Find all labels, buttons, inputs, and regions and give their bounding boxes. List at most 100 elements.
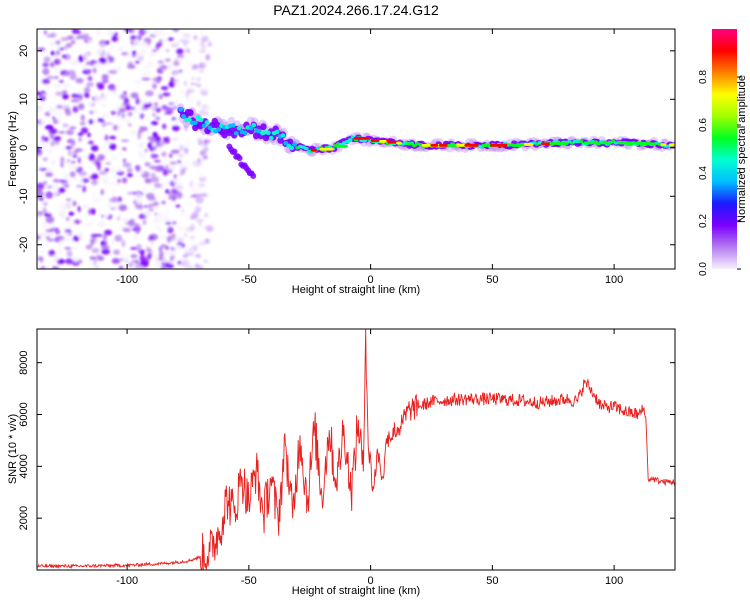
noise-blob [58, 79, 65, 84]
noise-blob [162, 136, 168, 143]
noise-blob [183, 147, 189, 154]
noise-blob [111, 36, 119, 42]
noise-blob [52, 254, 59, 262]
noise-blob [176, 191, 183, 199]
noise-blob [190, 188, 198, 193]
noise-blob [69, 61, 79, 66]
noise-blob [54, 44, 62, 50]
noise-blob [44, 111, 51, 117]
noise-blob [161, 92, 171, 97]
noise-blob [142, 66, 151, 70]
noise-blob [104, 229, 113, 236]
ridge-core [233, 130, 239, 136]
ridge-core [268, 135, 274, 141]
noise-blob [51, 266, 60, 269]
noise-blob [49, 250, 56, 255]
noise-blob [64, 70, 70, 77]
noise-blob [197, 158, 202, 163]
noise-blob [107, 183, 116, 186]
noise-blob [38, 250, 46, 253]
noise-blob [82, 33, 90, 37]
noise-blob [98, 57, 107, 64]
noise-blob [139, 102, 144, 110]
noise-blob [83, 92, 90, 98]
noise-blob [43, 202, 48, 206]
noise-blob [180, 209, 185, 213]
noise-blob [172, 41, 178, 46]
noise-blob [181, 152, 185, 160]
noise-blob [76, 179, 84, 183]
noise-blob [167, 37, 175, 42]
noise-blob [158, 39, 163, 43]
noise-blob [95, 160, 101, 167]
noise-blob [176, 186, 185, 191]
noise-blob [51, 183, 60, 191]
noise-blob [169, 249, 177, 257]
noise-blob [44, 137, 50, 142]
noise-blob [55, 117, 63, 120]
spectrogram-frame [36, 28, 676, 270]
noise-blob [183, 218, 187, 223]
noise-blob [141, 71, 151, 77]
noise-blob [121, 217, 129, 224]
ridge-peak [396, 141, 402, 145]
noise-blob [44, 124, 54, 130]
noise-blob [109, 143, 117, 151]
noise-blob [186, 59, 196, 67]
noise-blob [62, 226, 66, 232]
snr-x-tick-label: 0 [368, 575, 374, 587]
noise-blob [97, 84, 105, 90]
noise-blob [60, 37, 69, 42]
noise-blob [41, 93, 46, 97]
noise-blob [160, 265, 168, 269]
noise-blob [187, 144, 192, 147]
noise-blob [126, 167, 133, 174]
branch-blob [236, 155, 243, 162]
noise-blob [131, 258, 137, 266]
ridge-body [221, 131, 228, 139]
noise-blob [52, 138, 59, 142]
noise-blob [45, 172, 54, 177]
branch-blob [250, 172, 257, 179]
noise-blob [91, 191, 96, 198]
noise-blob [45, 236, 50, 240]
noise-blob [101, 120, 106, 128]
noise-blob [83, 86, 91, 94]
noise-blob [153, 254, 158, 260]
noise-blob [84, 53, 90, 58]
noise-blob [97, 220, 106, 228]
noise-blob [72, 256, 80, 262]
noise-blob [187, 201, 193, 207]
noise-blob [137, 132, 141, 140]
noise-blob [45, 86, 50, 90]
noise-blob [204, 106, 212, 111]
noise-blob [117, 196, 123, 203]
noise-blob [45, 183, 51, 187]
noise-blob [37, 256, 44, 261]
colorbar: 0.0 0.2 0.4 0.6 0.8 Normalized spectral ampl… [698, 29, 748, 276]
noise-blob [203, 145, 209, 153]
noise-blob [54, 229, 61, 235]
noise-blob [164, 58, 171, 62]
noise-blob [134, 78, 142, 86]
noise-blob [129, 218, 135, 226]
noise-blob [77, 231, 84, 239]
ridge-peak [310, 148, 317, 152]
noise-blob [65, 109, 72, 116]
noise-blob [136, 243, 142, 250]
noise-blob [158, 250, 165, 258]
noise-blob [154, 216, 160, 222]
snr-x-tick-label: -100 [116, 575, 138, 587]
noise-blob [125, 105, 132, 111]
noise-blob [150, 146, 158, 149]
noise-blob [49, 40, 57, 46]
spectrogram-y-tick-label: 10 [18, 93, 30, 105]
noise-blob [113, 32, 119, 37]
colorbar-tick-label: 0.0 [698, 262, 709, 276]
noise-blob [71, 40, 76, 45]
colorbar-tick-label: 0.4 [698, 166, 709, 180]
noise-blob [55, 235, 65, 241]
noise-blob [55, 248, 64, 253]
noise-blob [158, 246, 162, 252]
noise-blob [50, 50, 55, 56]
